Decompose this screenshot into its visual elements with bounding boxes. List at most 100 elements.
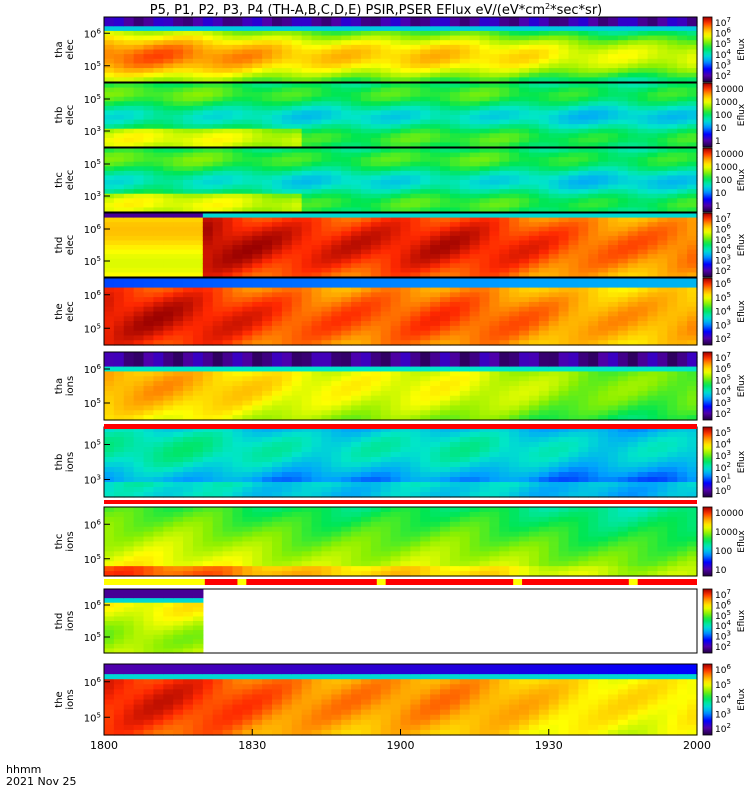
- spectrogram-cell: [647, 101, 659, 107]
- spectrogram-cell: [440, 137, 451, 144]
- spectrogram-cell: [489, 282, 500, 289]
- spectrogram-cell: [568, 282, 579, 289]
- spectrogram-cell: [192, 40, 204, 46]
- spectrogram-cell: [459, 175, 471, 181]
- spectrogram-cell: [568, 222, 579, 228]
- spectrogram-cell: [133, 335, 145, 341]
- spectrogram-cell: [558, 115, 570, 121]
- spectrogram-cell: [657, 142, 668, 148]
- spectrogram-cell: [104, 240, 115, 246]
- spectrogram-cell: [104, 287, 115, 293]
- spectrogram-cell: [489, 287, 500, 293]
- spectrogram-cell: [509, 297, 520, 303]
- spectrogram-cell: [588, 376, 599, 382]
- spectrogram-cell: [380, 96, 392, 102]
- spectrogram-cell: [222, 356, 234, 363]
- spectrogram-cell: [509, 49, 520, 55]
- spectrogram-cell: [588, 217, 599, 223]
- spectrogram-cell: [331, 366, 342, 373]
- spectrogram-cell: [262, 335, 273, 341]
- spectrogram-cell: [687, 44, 698, 51]
- spectrogram-cell: [183, 68, 194, 74]
- spectrogram-cell: [528, 137, 540, 144]
- spectrogram-cell: [183, 193, 194, 199]
- spectrogram-cell: [222, 96, 234, 102]
- spectrogram-cell: [341, 44, 352, 51]
- spectrogram-cell: [677, 119, 688, 125]
- spectrogram-cell: [192, 63, 204, 69]
- spectrogram-cell: [173, 44, 184, 51]
- spectrogram-cell: [647, 263, 659, 269]
- spectrogram-cell: [647, 92, 659, 98]
- spectrogram-cell: [459, 282, 471, 289]
- spectrogram-cell: [430, 361, 441, 368]
- spectrogram-cell: [123, 352, 135, 358]
- spectrogram-cell: [143, 235, 155, 242]
- spectrogram-cell: [528, 278, 540, 284]
- spectrogram-cell: [163, 240, 174, 246]
- spectrogram-cell: [538, 193, 550, 199]
- spectrogram-cell: [390, 170, 402, 177]
- spectrogram-cell: [509, 161, 520, 167]
- spectrogram-cell: [242, 198, 253, 204]
- spectrogram-cell: [202, 189, 214, 195]
- spectrogram-cell: [687, 30, 698, 37]
- spectrogram-cell: [192, 133, 204, 139]
- spectrogram-cell: [281, 301, 293, 308]
- spectrogram-cell: [459, 376, 471, 382]
- spectrogram-cell: [617, 105, 629, 112]
- spectrogram-cell: [113, 49, 125, 55]
- spectrogram-cell: [222, 263, 234, 269]
- spectrogram-cell: [390, 226, 402, 232]
- spectrogram-cell: [341, 390, 352, 397]
- spectrogram-cell: [647, 83, 659, 89]
- spectrogram-cell: [192, 92, 204, 98]
- spectrogram-cell: [370, 105, 382, 112]
- spectrogram-cell: [420, 63, 431, 69]
- spectrogram-cell: [173, 386, 184, 392]
- spectrogram-cell: [647, 287, 659, 293]
- spectrogram-cell: [637, 231, 649, 237]
- spectrogram-cell: [548, 30, 560, 37]
- spectrogram-cell: [252, 54, 263, 60]
- spectrogram-cell: [202, 137, 214, 144]
- y-tick-label: 105: [84, 322, 101, 335]
- spectrogram-cell: [192, 222, 204, 228]
- spectrogram-cell: [331, 115, 342, 121]
- spectrogram-cell: [430, 325, 441, 332]
- panel-frame: [103, 147, 698, 213]
- spectrogram-cell: [657, 193, 668, 199]
- spectrogram-cell: [153, 400, 164, 407]
- spectrogram-cell: [104, 282, 115, 289]
- spectrogram-cell: [351, 170, 362, 177]
- spectrogram-cell: [133, 278, 145, 284]
- spectrogram-cell: [499, 157, 510, 163]
- spectrogram-cell: [331, 157, 342, 163]
- spectrogram-cell: [143, 226, 155, 232]
- spectrogram-cell: [341, 193, 352, 199]
- spectrogram-cell: [479, 267, 491, 274]
- colorbar-label: Eflux: [737, 233, 747, 256]
- spectrogram-cell: [331, 175, 342, 181]
- spectrogram-cell: [380, 101, 392, 107]
- spectrogram-cell: [133, 395, 145, 402]
- spectrogram-cell: [657, 240, 668, 246]
- spectrogram-cell: [459, 400, 471, 407]
- spectrogram-cell: [202, 157, 214, 163]
- spectrogram-cell: [212, 26, 224, 32]
- spectrogram-cell: [637, 278, 649, 284]
- spectrogram-cell: [321, 297, 332, 303]
- spectrogram-cell: [558, 278, 570, 284]
- spectrogram-cell: [667, 44, 678, 51]
- spectrogram-cell: [104, 137, 115, 144]
- spectrogram-cell: [499, 133, 510, 139]
- spectrogram-cell: [143, 83, 155, 89]
- spectrogram-cell: [390, 395, 402, 402]
- spectrogram-cell: [489, 58, 500, 65]
- spectrogram-cell: [301, 133, 313, 139]
- spectrogram-cell: [479, 231, 491, 237]
- spectrogram-cell: [291, 105, 303, 112]
- spectrogram-cell: [291, 386, 303, 392]
- spectrogram-cell: [291, 263, 303, 269]
- spectrogram-cell: [212, 272, 224, 278]
